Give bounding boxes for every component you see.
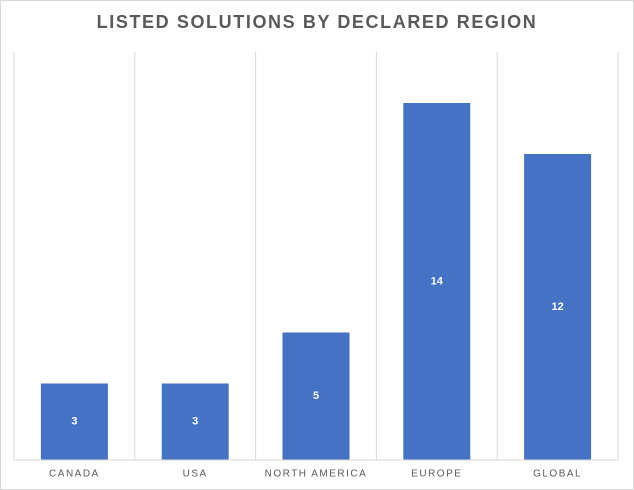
bar — [524, 154, 592, 460]
bar — [282, 332, 350, 460]
chart-title: LISTED SOLUTIONS BY DECLARED REGION — [97, 12, 538, 32]
data-label: 12 — [551, 301, 563, 313]
data-label: 5 — [313, 390, 319, 402]
data-label: 14 — [431, 275, 444, 287]
x-tick-label: CANADA — [49, 469, 100, 480]
bar — [40, 383, 108, 460]
x-tick-label: EUROPE — [411, 469, 462, 480]
data-label: 3 — [71, 416, 77, 428]
bar — [403, 103, 471, 460]
x-tick-label: NORTH AMERICA — [265, 469, 368, 480]
bar — [161, 383, 229, 460]
data-label: 3 — [192, 416, 198, 428]
x-tick-label: GLOBAL — [533, 469, 582, 480]
x-tick-label: USA — [183, 469, 208, 480]
